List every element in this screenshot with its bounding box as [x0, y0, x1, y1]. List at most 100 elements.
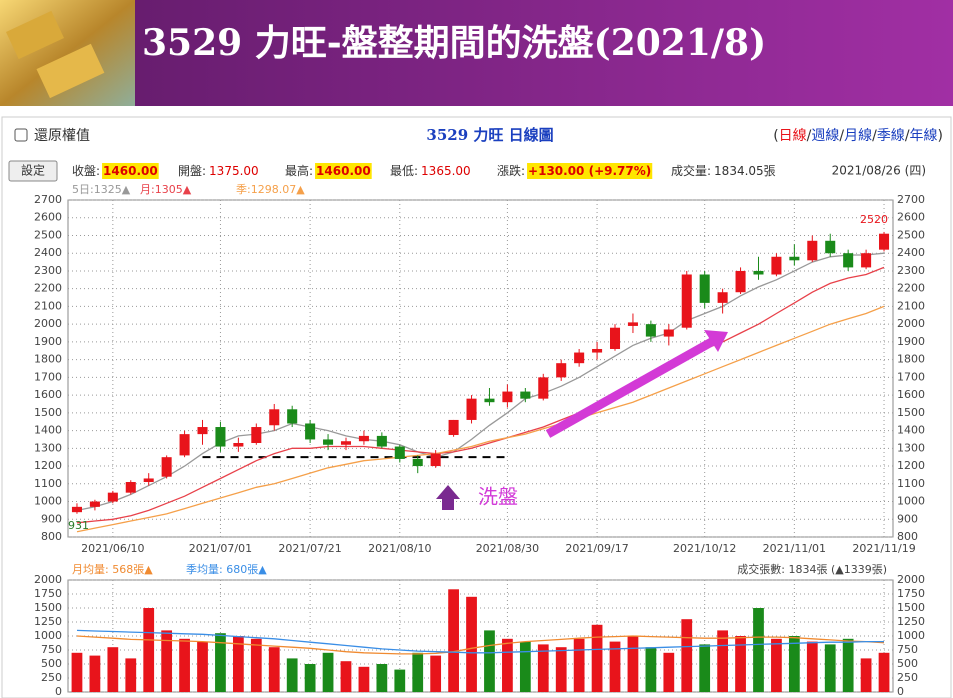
legend-entry: 季均量: 680張▲ — [186, 563, 267, 576]
candle-body — [179, 434, 190, 456]
quote-highlight — [102, 163, 159, 179]
volume-bar — [430, 655, 442, 692]
ma-line — [76, 635, 885, 655]
volume-bar — [358, 666, 370, 692]
y2-tick-label: 1000 — [897, 629, 925, 642]
volume-bar — [878, 652, 890, 692]
ma-line — [76, 252, 885, 512]
volume-bar — [609, 641, 621, 692]
y-tick-label: 2700 — [34, 193, 62, 206]
y2-tick-label: 1500 — [897, 406, 925, 419]
candle-body — [556, 363, 567, 378]
period-row: (日線/週線/月線/季線/年線) — [773, 128, 943, 144]
candle-body — [825, 240, 836, 254]
annotation: 洗盤 — [478, 485, 518, 509]
volume-bar — [376, 664, 388, 692]
chart-title: 3529 力旺 日線圖 — [426, 126, 553, 144]
period-link[interactable]: 日線 — [779, 128, 807, 144]
candle-body — [735, 270, 746, 293]
quote-date: 2021/08/26 (四) — [832, 164, 926, 178]
quote-value: 1834.05張 — [714, 164, 776, 178]
candle-body — [520, 391, 531, 399]
quote-label: 收盤: — [72, 164, 100, 178]
y2-tick-label: 2600 — [897, 211, 925, 224]
volume-bar — [322, 652, 334, 692]
candle-body — [251, 427, 262, 443]
volume-bar — [573, 638, 585, 692]
quote-item: 最高: 1460.00 — [285, 163, 371, 178]
y2-tick-label: 1300 — [897, 441, 925, 454]
y-tick-label: 1100 — [34, 477, 62, 490]
candle-body — [358, 435, 369, 442]
up-arrow — [436, 485, 460, 510]
y2-tick-label: 500 — [897, 657, 918, 670]
volume-summary: 成交張數: 1834張 (▲1339張) — [737, 562, 887, 576]
volume-bar — [771, 638, 782, 692]
quote-label: 漲跌: — [497, 163, 525, 178]
y-tick-label: 800 — [41, 530, 62, 543]
checkbox[interactable] — [14, 128, 28, 142]
volume-bar — [125, 658, 137, 692]
period-links: (日線/週線/月線/季線/年線) — [773, 128, 943, 144]
volume-bar — [663, 652, 675, 692]
candle-body — [502, 391, 513, 403]
candle-body — [771, 256, 782, 275]
y2-tick-label: 1250 — [897, 615, 925, 628]
quote-value: 1460.00 — [103, 164, 158, 178]
y2-tick-label: 2500 — [897, 228, 925, 241]
volume-bar — [466, 596, 477, 692]
volume-bar — [448, 589, 459, 692]
high-label: 2520 — [860, 213, 888, 226]
y2-tick-label: 800 — [897, 530, 918, 543]
period-link[interactable]: 季線 — [877, 128, 905, 144]
candle-body — [89, 501, 100, 507]
y2-tick-label: 1400 — [897, 424, 925, 437]
volume-bar — [286, 658, 298, 692]
volume-bar — [753, 608, 764, 692]
volume-bar — [268, 647, 280, 692]
y-tick-label: 750 — [41, 643, 62, 656]
settings-button[interactable] — [8, 160, 58, 182]
y-tick-label: 500 — [41, 657, 62, 670]
quote-value: 1375.00 — [209, 164, 259, 178]
x-tick-label: 2021/07/21 — [278, 542, 341, 555]
candle-body — [71, 506, 82, 513]
candle-body — [448, 419, 459, 436]
volume-bar — [699, 644, 711, 692]
x-tick-label: 2021/09/17 — [565, 542, 628, 555]
candle-body — [538, 377, 549, 399]
y-tick-label: 2300 — [34, 264, 62, 277]
y2-tick-label: 1100 — [897, 477, 925, 490]
x-tick-label: 2021/08/30 — [476, 542, 539, 555]
y-tick-label: 1750 — [34, 587, 62, 600]
y-tick-label: 1000 — [34, 629, 62, 642]
volume-bar — [717, 630, 728, 692]
y2-tick-label: 1200 — [897, 459, 925, 472]
gold-bar — [36, 43, 105, 99]
candle-body — [843, 253, 854, 268]
volume-bar — [89, 655, 101, 692]
legend-entry: 季:1298.07▲ — [236, 183, 305, 196]
y2-tick-label: 1750 — [897, 587, 925, 600]
y2-tick-label: 1800 — [897, 353, 925, 366]
quote-row: 收盤: 1460.00 開盤: 1375.00 最高: 1460.00 最低: 1365.00… — [72, 163, 776, 179]
quote-label: 最高: — [285, 163, 313, 178]
candle-body — [484, 398, 495, 403]
candle-body — [627, 322, 638, 326]
volume-bar — [412, 652, 424, 692]
y2-tick-label: 2100 — [897, 299, 925, 312]
quote-label: 最低: — [390, 164, 418, 178]
candle-body — [753, 270, 764, 275]
y2-tick-label: 2000 — [897, 573, 925, 586]
y2-tick-label: 1700 — [897, 370, 925, 383]
volume-bar — [555, 647, 567, 692]
y2-tick-label: 2000 — [897, 317, 925, 330]
y2-tick-label: 2700 — [897, 193, 925, 206]
period-link[interactable]: 週線 — [811, 128, 839, 144]
y-tick-label: 2000 — [34, 317, 62, 330]
volume-bar — [250, 638, 262, 692]
candle-body — [305, 423, 316, 440]
period-link[interactable]: 年線 — [910, 128, 938, 144]
chart: 800 800 900 900 1000 1000 1100 1100 1200 1200 1300… — [34, 183, 925, 698]
period-link[interactable]: 月線 — [844, 128, 872, 144]
